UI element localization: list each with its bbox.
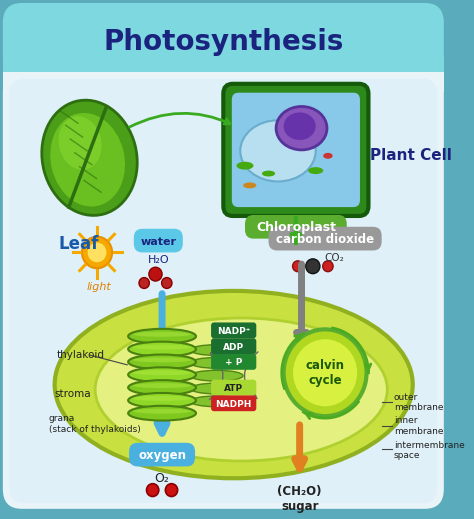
Ellipse shape	[191, 383, 243, 394]
Text: + P: + P	[225, 359, 242, 367]
Ellipse shape	[237, 162, 254, 170]
Text: water: water	[140, 237, 176, 247]
Text: ATP: ATP	[224, 384, 243, 393]
Ellipse shape	[191, 358, 243, 368]
Ellipse shape	[323, 153, 333, 159]
FancyBboxPatch shape	[3, 72, 444, 509]
Ellipse shape	[128, 393, 196, 408]
Text: calvin
cycle: calvin cycle	[306, 359, 345, 387]
FancyBboxPatch shape	[269, 227, 382, 251]
Ellipse shape	[128, 342, 196, 357]
Circle shape	[162, 278, 172, 289]
FancyBboxPatch shape	[232, 93, 360, 207]
Text: NADP⁺: NADP⁺	[217, 327, 250, 336]
Ellipse shape	[128, 367, 196, 382]
Text: CO₂: CO₂	[325, 253, 345, 264]
Text: H₂O: H₂O	[147, 255, 169, 265]
Ellipse shape	[128, 329, 196, 344]
Ellipse shape	[128, 354, 196, 370]
Bar	[3, 72, 444, 92]
Text: carbon dioxide: carbon dioxide	[276, 233, 374, 246]
Text: light: light	[87, 282, 111, 292]
Text: Chloroplast: Chloroplast	[256, 221, 336, 234]
Text: oxygen: oxygen	[138, 449, 186, 462]
FancyBboxPatch shape	[9, 79, 437, 503]
Ellipse shape	[59, 116, 101, 170]
Text: Leaf: Leaf	[58, 235, 99, 253]
Text: intermembrane
space: intermembrane space	[394, 441, 465, 460]
FancyBboxPatch shape	[245, 215, 347, 239]
Circle shape	[82, 237, 112, 268]
Circle shape	[146, 484, 159, 497]
FancyBboxPatch shape	[129, 443, 195, 467]
Ellipse shape	[133, 332, 191, 337]
Ellipse shape	[133, 383, 191, 388]
Text: thylakoid: thylakoid	[56, 350, 105, 360]
Ellipse shape	[308, 167, 323, 174]
Text: inner
membrane: inner membrane	[394, 416, 443, 435]
Circle shape	[292, 261, 303, 271]
Ellipse shape	[133, 370, 191, 375]
Circle shape	[323, 261, 333, 271]
Text: stroma: stroma	[55, 389, 91, 400]
Ellipse shape	[133, 409, 191, 414]
FancyBboxPatch shape	[223, 84, 368, 216]
Text: ADP: ADP	[223, 343, 244, 351]
Text: Photosynthesis: Photosynthesis	[103, 29, 344, 57]
Ellipse shape	[283, 113, 316, 140]
Ellipse shape	[133, 396, 191, 401]
FancyBboxPatch shape	[211, 354, 256, 370]
Ellipse shape	[191, 370, 243, 381]
Text: (CH₂O)
sugar: (CH₂O) sugar	[277, 485, 322, 513]
FancyBboxPatch shape	[3, 3, 444, 77]
Ellipse shape	[128, 406, 196, 420]
Ellipse shape	[191, 345, 243, 356]
Ellipse shape	[42, 100, 137, 215]
FancyBboxPatch shape	[211, 338, 256, 354]
Text: grana
(stack of thylakoids): grana (stack of thylakoids)	[49, 414, 141, 433]
Ellipse shape	[191, 396, 243, 407]
Ellipse shape	[243, 183, 256, 188]
Circle shape	[283, 330, 366, 416]
Text: NADPH: NADPH	[216, 400, 252, 409]
FancyBboxPatch shape	[211, 395, 256, 411]
Ellipse shape	[55, 291, 413, 479]
Circle shape	[88, 242, 107, 262]
Text: Plant Cell: Plant Cell	[370, 148, 452, 163]
Text: outer
membrane: outer membrane	[394, 393, 443, 412]
Bar	[3, 57, 444, 77]
Ellipse shape	[240, 120, 316, 182]
Ellipse shape	[262, 171, 275, 176]
FancyBboxPatch shape	[134, 229, 183, 252]
Ellipse shape	[133, 345, 191, 350]
Circle shape	[165, 484, 178, 497]
FancyBboxPatch shape	[211, 322, 256, 338]
Circle shape	[293, 339, 357, 406]
Text: O₂: O₂	[155, 472, 170, 485]
Ellipse shape	[95, 318, 387, 461]
Circle shape	[139, 278, 149, 289]
FancyBboxPatch shape	[211, 380, 256, 395]
Ellipse shape	[276, 106, 327, 150]
Circle shape	[306, 259, 320, 274]
Ellipse shape	[128, 380, 196, 395]
Ellipse shape	[50, 113, 125, 207]
FancyBboxPatch shape	[3, 3, 444, 509]
Ellipse shape	[133, 358, 191, 362]
Circle shape	[149, 267, 162, 281]
